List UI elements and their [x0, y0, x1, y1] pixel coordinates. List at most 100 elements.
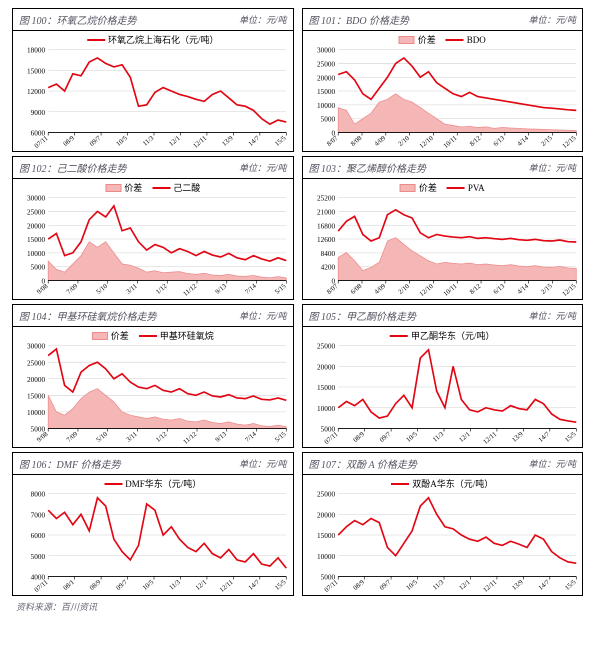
svg-text:25000: 25000 [27, 209, 45, 217]
svg-text:6/13: 6/13 [492, 282, 506, 295]
svg-text:16800: 16800 [316, 222, 334, 230]
chart-panel-7: 图 107：双酚 A 价格走势单位：元/吨双酚A华东（元/吨）500010000… [302, 452, 584, 596]
svg-text:11/12: 11/12 [182, 283, 198, 298]
chart-unit: 单位：元/吨 [239, 457, 287, 470]
svg-text:10/5: 10/5 [142, 578, 156, 591]
svg-text:08/9: 08/9 [352, 578, 366, 591]
chart-title: 图 101：BDO 价格走势 [309, 12, 410, 27]
chart-panel-4: 图 104：甲基环硅氧烷价格走势单位：元/吨价差甲基环硅氧烷5000100001… [12, 304, 294, 448]
chart-title: 图 100：环氧乙烷价格走势 [19, 12, 137, 27]
svg-text:5/10: 5/10 [95, 430, 109, 443]
svg-text:09/7: 09/7 [115, 578, 129, 591]
chart-panel-3: 图 103：聚乙烯醇价格走势单位：元/吨价差PVA042008400126001… [302, 156, 584, 300]
svg-text:15000: 15000 [27, 392, 45, 400]
svg-text:8/08: 8/08 [349, 134, 363, 147]
chart-panel-5: 图 105：甲乙酮价格走势单位：元/吨甲乙酮华东（元/吨）50001000015… [302, 304, 584, 448]
chart-plot-area: 双酚A华东（元/吨）50001000015000200002500007/110… [303, 475, 583, 595]
svg-text:10000: 10000 [27, 250, 45, 258]
svg-text:14/7: 14/7 [247, 578, 261, 591]
chart-panel-0: 图 100：环氧乙烷价格走势单位：元/吨环氧乙烷上海石化（元/吨）6000900… [12, 8, 294, 152]
svg-text:10/11: 10/11 [442, 135, 458, 150]
chart-unit: 单位：元/吨 [528, 457, 576, 470]
svg-text:30000: 30000 [316, 47, 334, 55]
svg-text:10/11: 10/11 [442, 283, 458, 298]
svg-text:7/14: 7/14 [244, 282, 258, 295]
svg-text:15/5: 15/5 [563, 430, 577, 443]
svg-text:25000: 25000 [316, 61, 334, 69]
svg-text:12600: 12600 [316, 236, 334, 244]
svg-text:12/15: 12/15 [561, 134, 578, 150]
svg-text:4200: 4200 [320, 264, 335, 272]
chart-title: 图 106：DMF 价格走势 [19, 456, 121, 471]
svg-text:6/13: 6/13 [492, 134, 506, 147]
svg-text:1/12: 1/12 [155, 431, 169, 444]
svg-text:10/5: 10/5 [405, 430, 419, 443]
svg-text:4/14: 4/14 [516, 282, 530, 295]
chart-title: 图 107：双酚 A 价格走势 [309, 456, 417, 471]
svg-text:4/09: 4/09 [373, 134, 387, 147]
svg-text:12/11: 12/11 [482, 431, 498, 446]
chart-panel-6: 图 106：DMF 价格走势单位：元/吨DMF华东（元/吨）4000500060… [12, 452, 294, 596]
svg-text:25200: 25200 [316, 195, 334, 203]
chart-title: 图 102：己二酸价格走势 [19, 160, 127, 175]
svg-text:8/12: 8/12 [468, 283, 482, 296]
svg-text:11/3: 11/3 [168, 578, 182, 591]
svg-text:2/15: 2/15 [540, 282, 554, 295]
svg-text:09/7: 09/7 [89, 134, 103, 147]
svg-text:15/5: 15/5 [563, 578, 577, 591]
svg-text:7/14: 7/14 [244, 430, 258, 443]
svg-text:11/12: 11/12 [182, 431, 198, 446]
svg-text:14/7: 14/7 [537, 430, 551, 443]
svg-text:20000: 20000 [316, 74, 334, 82]
chart-plot-area: 价差BDO0500010000150002000025000300008/078… [303, 31, 583, 151]
svg-text:4/09: 4/09 [373, 282, 387, 295]
svg-text:8/12: 8/12 [468, 135, 482, 148]
chart-plot-area: 价差PVA042008400126001680021000252008/076/… [303, 179, 583, 299]
chart-title: 图 104：甲基环硅氧烷价格走势 [19, 308, 157, 323]
svg-text:15000: 15000 [316, 532, 334, 540]
chart-unit: 单位：元/吨 [239, 13, 287, 26]
svg-text:09/7: 09/7 [378, 430, 392, 443]
svg-text:12/1: 12/1 [458, 579, 472, 592]
svg-text:12/11: 12/11 [482, 579, 498, 594]
svg-text:12/11: 12/11 [192, 135, 208, 150]
chart-plot-area: 价差己二酸0500010000150002000025000300009/087… [13, 179, 293, 299]
svg-text:13/9: 13/9 [510, 430, 524, 443]
svg-text:12/1: 12/1 [195, 579, 209, 592]
svg-text:8400: 8400 [320, 250, 335, 258]
svg-text:7/09: 7/09 [66, 282, 80, 295]
svg-text:10000: 10000 [316, 553, 334, 561]
svg-text:15000: 15000 [316, 384, 334, 392]
chart-plot-area: 甲乙酮华东（元/吨）50001000015000200002500007/110… [303, 327, 583, 447]
svg-text:09/7: 09/7 [378, 578, 392, 591]
svg-text:3/11: 3/11 [125, 431, 138, 444]
svg-text:9/13: 9/13 [214, 430, 228, 443]
svg-text:30000: 30000 [27, 343, 45, 351]
svg-text:5/15: 5/15 [274, 282, 288, 295]
svg-text:25000: 25000 [27, 359, 45, 367]
svg-text:12/11: 12/11 [219, 579, 235, 594]
svg-text:9/08: 9/08 [36, 282, 50, 295]
svg-text:21000: 21000 [316, 209, 334, 217]
svg-text:15/5: 15/5 [274, 134, 288, 147]
svg-text:11/3: 11/3 [431, 430, 445, 443]
svg-text:15/5: 15/5 [274, 578, 288, 591]
svg-text:8/07: 8/07 [325, 282, 339, 295]
svg-text:15000: 15000 [316, 88, 334, 96]
svg-text:8000: 8000 [31, 491, 46, 499]
svg-text:9000: 9000 [31, 109, 46, 117]
svg-text:10000: 10000 [316, 102, 334, 110]
svg-text:12/10: 12/10 [418, 134, 435, 150]
chart-unit: 单位：元/吨 [528, 161, 576, 174]
chart-panel-2: 图 102：己二酸价格走势单位：元/吨价差己二酸0500010000150002… [12, 156, 294, 300]
chart-unit: 单位：元/吨 [239, 309, 287, 322]
svg-text:25000: 25000 [316, 491, 334, 499]
svg-text:3/11: 3/11 [125, 283, 138, 296]
svg-text:5/15: 5/15 [274, 430, 288, 443]
svg-text:5000: 5000 [31, 553, 46, 561]
svg-text:08/1: 08/1 [62, 579, 76, 592]
svg-text:10000: 10000 [316, 405, 334, 413]
svg-text:12000: 12000 [27, 88, 45, 96]
chart-unit: 单位：元/吨 [528, 309, 576, 322]
svg-text:20000: 20000 [316, 363, 334, 371]
